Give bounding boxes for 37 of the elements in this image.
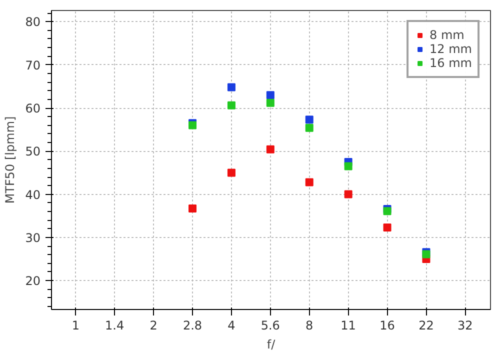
x-tick-label: 32 <box>458 318 473 332</box>
point <box>227 101 236 110</box>
x-tick-label: 5.6 <box>260 318 280 332</box>
x-tick-label: 1 <box>72 318 80 332</box>
y-tick-label: 60 <box>25 102 41 116</box>
x-tick-label: 1.4 <box>105 318 124 332</box>
point <box>305 124 314 132</box>
point <box>227 168 236 177</box>
x-tick-label: 22 <box>418 318 434 332</box>
point <box>266 98 274 107</box>
x-axis-title: f/ <box>266 338 276 352</box>
point <box>305 178 314 186</box>
point <box>383 224 392 232</box>
y-tick-label: 50 <box>25 144 41 159</box>
x-tick-label: 16 <box>380 318 395 332</box>
y-tick-label: 20 <box>25 274 41 288</box>
point <box>344 190 352 198</box>
point <box>266 145 274 154</box>
y-axis-title: MTF50 [lpmm] <box>3 116 18 204</box>
x-tick-label: 2 <box>150 318 158 332</box>
point <box>344 162 352 170</box>
legend-label: 12 mm <box>430 42 472 56</box>
x-tick-label: 4 <box>228 318 236 332</box>
point <box>305 116 314 124</box>
x-tick-label: 2.8 <box>182 318 202 332</box>
y-tick-label: 70 <box>25 58 41 72</box>
y-tick-label: 40 <box>25 188 41 202</box>
y-tick-label: 80 <box>25 15 41 30</box>
point <box>227 83 236 92</box>
point <box>383 207 392 216</box>
y-tick-label: 30 <box>25 230 41 245</box>
point <box>188 204 197 213</box>
x-tick-label: 11 <box>340 318 356 332</box>
x-tick-label: 8 <box>306 318 314 332</box>
legend-label: 16 mm <box>430 56 472 70</box>
point <box>266 91 274 100</box>
legend-label: 8 mm <box>430 28 464 42</box>
